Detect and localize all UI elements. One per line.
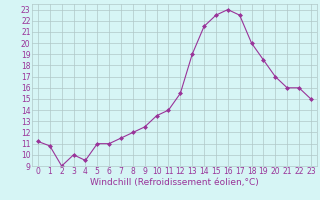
X-axis label: Windchill (Refroidissement éolien,°C): Windchill (Refroidissement éolien,°C) bbox=[90, 178, 259, 187]
